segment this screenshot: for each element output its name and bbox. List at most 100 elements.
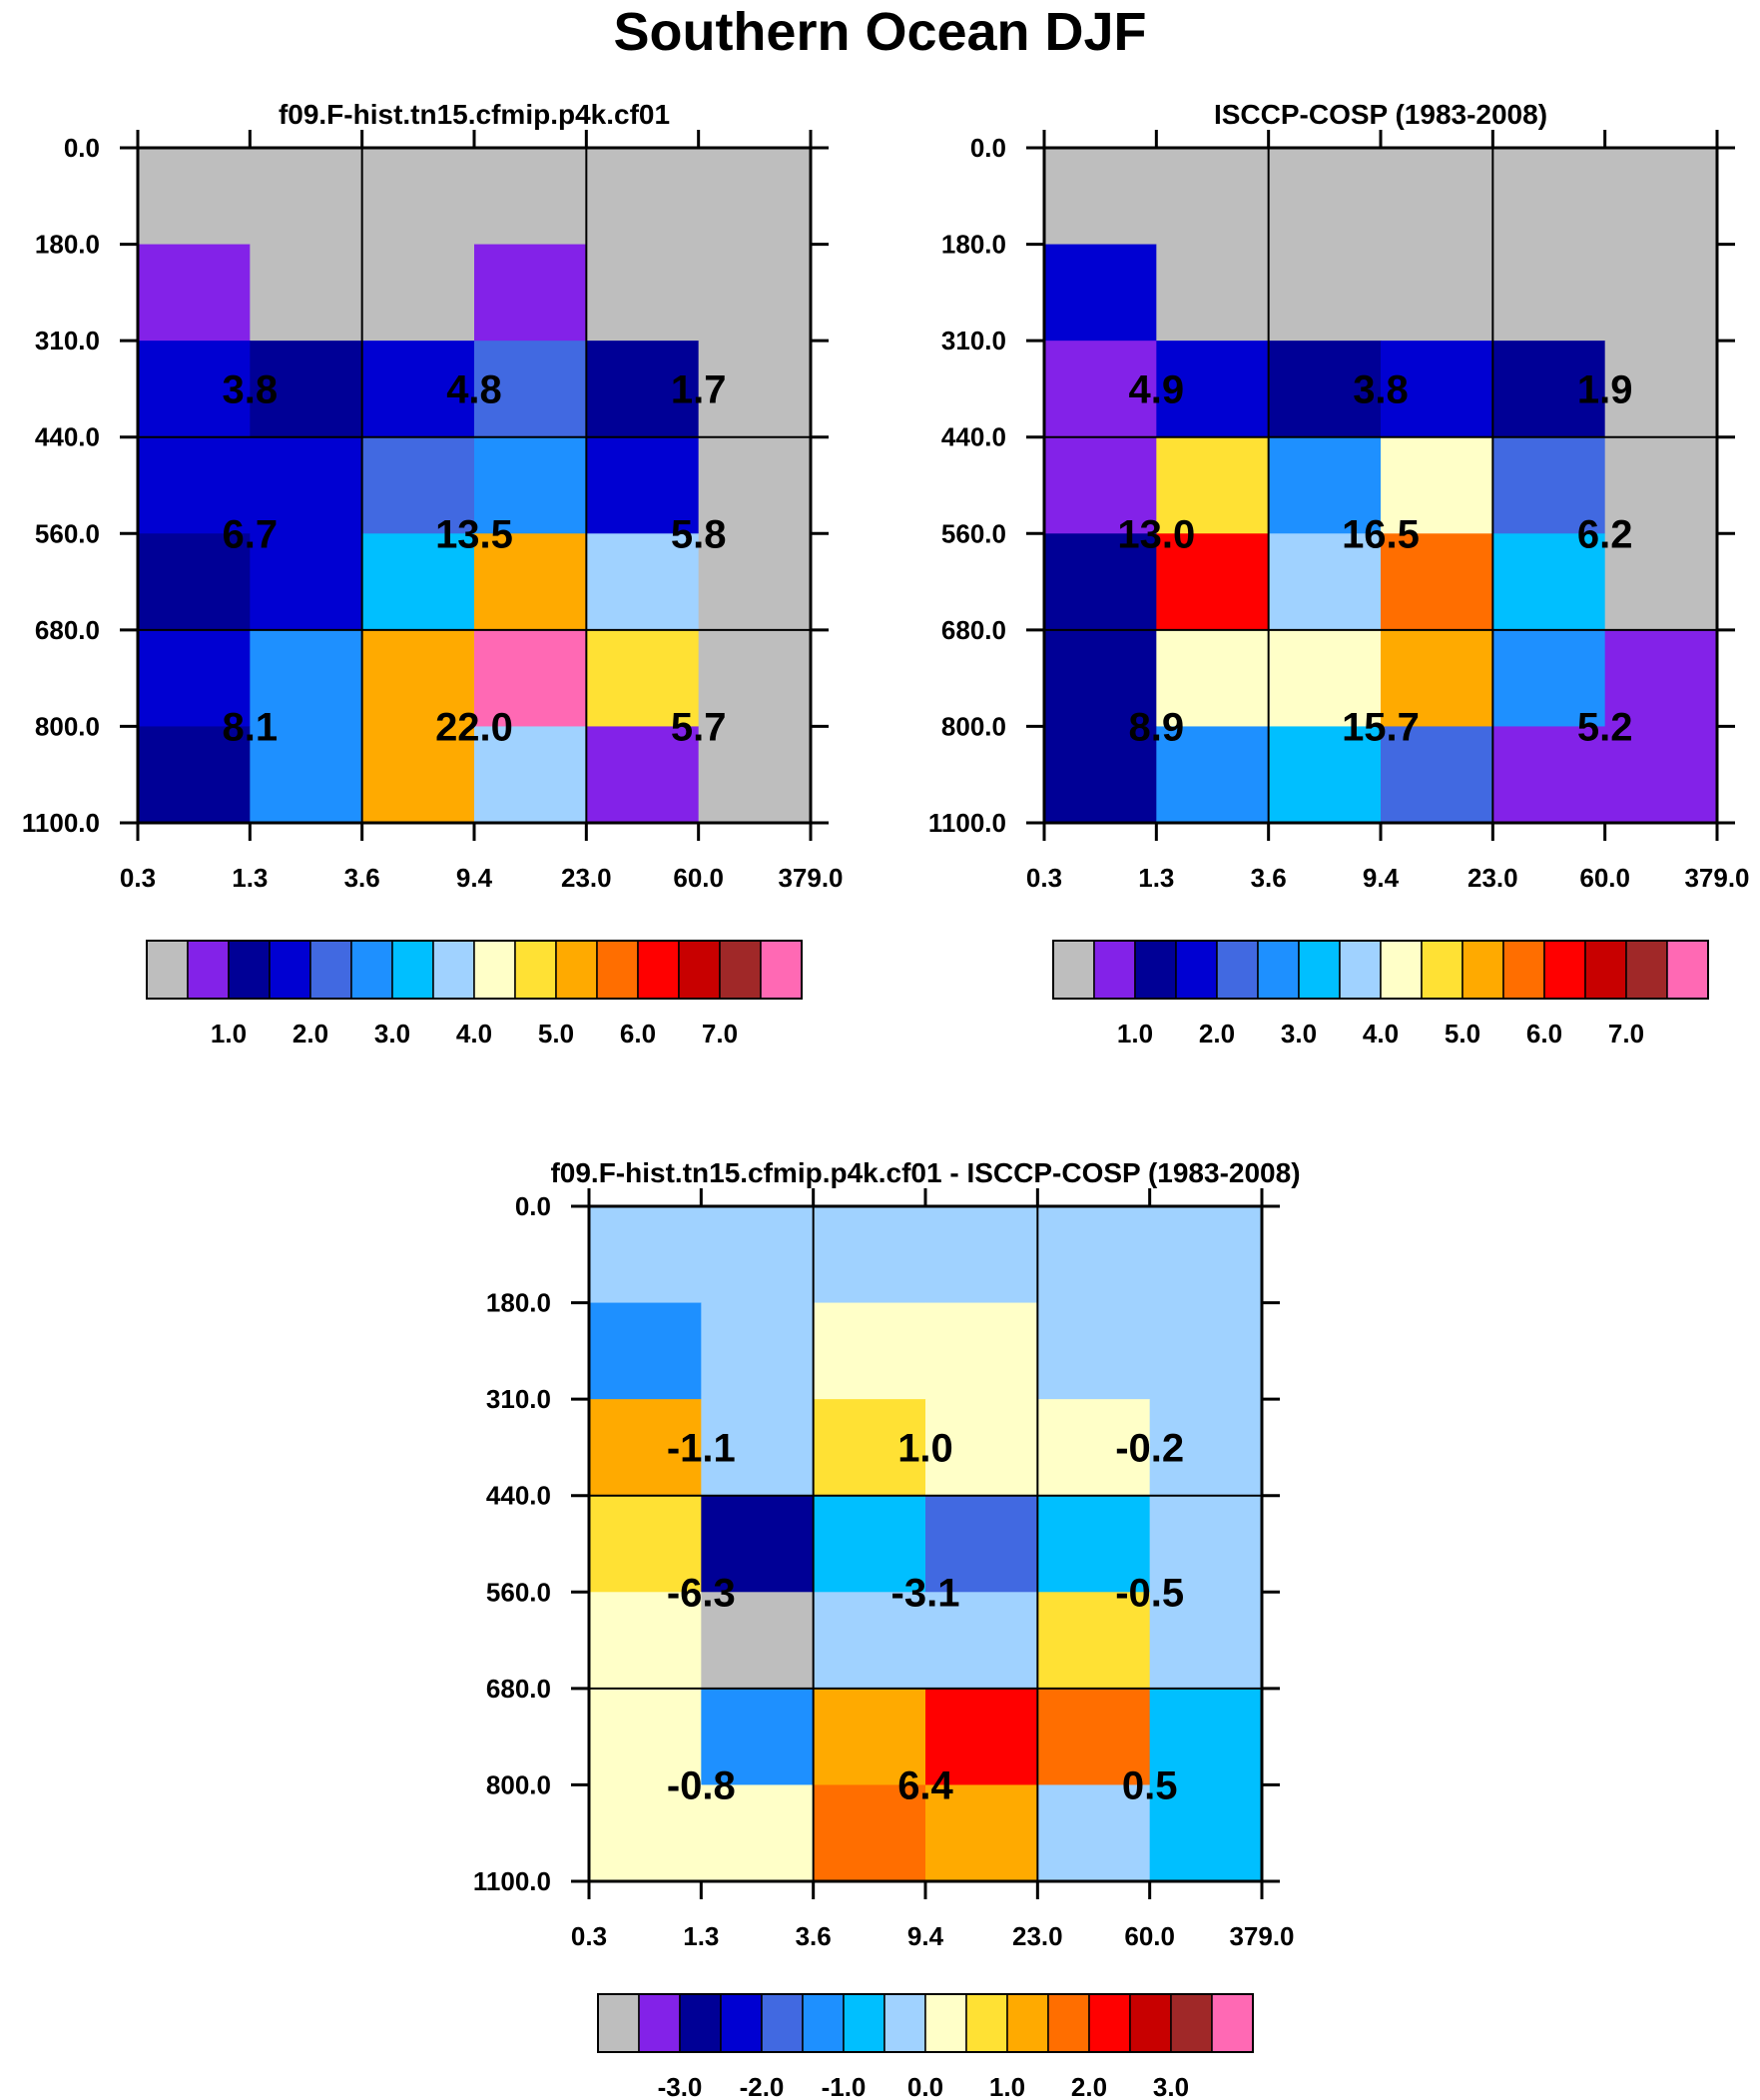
heatmap-cell bbox=[138, 629, 251, 728]
colorbar-box bbox=[1502, 940, 1545, 1000]
y-tick-label: 560.0 bbox=[941, 518, 1006, 548]
y-tick-label: 680.0 bbox=[941, 615, 1006, 645]
colorbar-box bbox=[965, 1993, 1008, 2053]
y-tick-label: 680.0 bbox=[486, 1674, 551, 1704]
colorbar-box bbox=[1666, 940, 1709, 1000]
x-tick-label: 0.3 bbox=[571, 1921, 607, 1951]
heatmap-cell bbox=[361, 148, 475, 246]
y-tick-label: 440.0 bbox=[941, 422, 1006, 452]
heatmap-cell bbox=[1381, 341, 1493, 438]
heatmap-cell bbox=[1044, 244, 1157, 342]
heatmap-cell bbox=[361, 726, 475, 824]
box-value-label: -0.2 bbox=[1115, 1426, 1184, 1470]
heatmap-cell bbox=[813, 1302, 926, 1400]
colorbar-box bbox=[761, 1993, 804, 2053]
heatmap-cell bbox=[813, 1206, 926, 1304]
colorbar-box bbox=[1129, 1993, 1172, 2053]
box-value-label: 3.8 bbox=[223, 367, 279, 411]
box-value-label: 13.0 bbox=[1117, 512, 1195, 556]
heatmap-cell bbox=[1037, 1399, 1151, 1497]
heatmap-cell bbox=[1156, 533, 1270, 631]
colorbar-frame bbox=[597, 1993, 1254, 2053]
y-tick-label: 310.0 bbox=[941, 326, 1006, 355]
colorbar-box bbox=[1047, 1993, 1090, 2053]
heatmap-cell bbox=[138, 148, 251, 246]
colorbar-label: 3.0 bbox=[1153, 2072, 1189, 2100]
heatmap-cell bbox=[1156, 148, 1270, 246]
colorbar-label: 1.0 bbox=[1117, 1019, 1153, 1049]
heatmap-cell bbox=[361, 244, 475, 342]
colorbar-box bbox=[1170, 1993, 1213, 2053]
heatmap-cell bbox=[701, 1399, 815, 1497]
heatmap-cell bbox=[813, 1592, 926, 1690]
x-tick-label: 1.3 bbox=[683, 1921, 719, 1951]
box-value-label: 5.2 bbox=[1577, 705, 1633, 749]
colorbar-frame bbox=[146, 940, 803, 1000]
heatmap-cell bbox=[813, 1784, 926, 1882]
colorbar-box bbox=[720, 1993, 763, 2053]
heatmap-cell bbox=[138, 436, 251, 534]
heatmap-cell bbox=[1492, 533, 1606, 631]
colorbar-label: 2.0 bbox=[1071, 2072, 1107, 2100]
heatmap-cell bbox=[1156, 436, 1270, 534]
colorbar-label: -3.0 bbox=[658, 2072, 703, 2100]
box-value-label: 1.7 bbox=[671, 367, 727, 411]
colorbar-box bbox=[1462, 940, 1504, 1000]
heatmap-cell bbox=[361, 341, 475, 438]
heatmap-cell bbox=[250, 533, 363, 631]
heatmap-cell bbox=[138, 244, 251, 342]
heatmap-cell bbox=[250, 148, 363, 246]
colorbar-box bbox=[432, 940, 475, 1000]
box-value-label: -6.3 bbox=[667, 1571, 736, 1615]
box-value-label: 0.5 bbox=[1122, 1763, 1178, 1807]
heatmap-cell bbox=[1492, 341, 1606, 438]
box-value-label: 5.7 bbox=[671, 705, 727, 749]
heatmap-cell bbox=[1149, 1592, 1263, 1690]
colorbar-box bbox=[228, 940, 271, 1000]
colorbar-box bbox=[1093, 940, 1136, 1000]
heatmap-cell bbox=[1492, 148, 1606, 246]
colorbar-label: 6.0 bbox=[620, 1019, 656, 1049]
heatmap-cell bbox=[474, 436, 587, 534]
colorbar-box bbox=[1584, 940, 1627, 1000]
colorbar-box bbox=[1625, 940, 1668, 1000]
heatmap-cell bbox=[1381, 629, 1493, 728]
heatmap-cell bbox=[1492, 244, 1606, 342]
heatmap-cell bbox=[586, 341, 700, 438]
colorbar-box bbox=[146, 940, 189, 1000]
colorbar-label: 2.0 bbox=[293, 1019, 328, 1049]
colorbar-label: 5.0 bbox=[538, 1019, 574, 1049]
y-tick-label: 1100.0 bbox=[22, 808, 100, 838]
heatmap-cell bbox=[1268, 436, 1382, 534]
heatmap-cell bbox=[698, 629, 812, 728]
y-tick-label: 0.0 bbox=[515, 1191, 551, 1221]
x-tick-label: 23.0 bbox=[1467, 863, 1518, 893]
heatmap-cell bbox=[1149, 1495, 1263, 1593]
heatmap-cell bbox=[701, 1784, 815, 1882]
box-value-label: -3.1 bbox=[891, 1571, 960, 1615]
heatmap-cell bbox=[1492, 629, 1606, 728]
colorbar-box bbox=[679, 1993, 722, 2053]
heatmap-cell bbox=[250, 629, 363, 728]
x-tick-label: 3.6 bbox=[796, 1921, 832, 1951]
heatmap-cell bbox=[701, 1206, 815, 1304]
x-tick-label: 23.0 bbox=[561, 863, 612, 893]
heatmap-cell bbox=[589, 1206, 702, 1304]
heatmap-cell bbox=[586, 244, 700, 342]
colorbar-label: 7.0 bbox=[1608, 1019, 1644, 1049]
heatmap-cell bbox=[474, 244, 587, 342]
heatmap-cell bbox=[925, 1592, 1038, 1690]
colorbar-label: 0.0 bbox=[907, 2072, 943, 2100]
heatmap-cell bbox=[1268, 629, 1382, 728]
y-tick-label: 680.0 bbox=[35, 615, 100, 645]
heatmap-cell bbox=[361, 629, 475, 728]
heatmap-cell bbox=[361, 533, 475, 631]
x-tick-label: 379.0 bbox=[1229, 1921, 1294, 1951]
box-value-label: 6.2 bbox=[1577, 512, 1633, 556]
box-value-label: 3.8 bbox=[1353, 367, 1409, 411]
colorbar-label: 4.0 bbox=[1363, 1019, 1399, 1049]
y-tick-label: 180.0 bbox=[486, 1288, 551, 1318]
box-value-label: 6.4 bbox=[897, 1763, 953, 1807]
heatmap-cell bbox=[589, 1399, 702, 1497]
box-value-label: 16.5 bbox=[1342, 512, 1420, 556]
